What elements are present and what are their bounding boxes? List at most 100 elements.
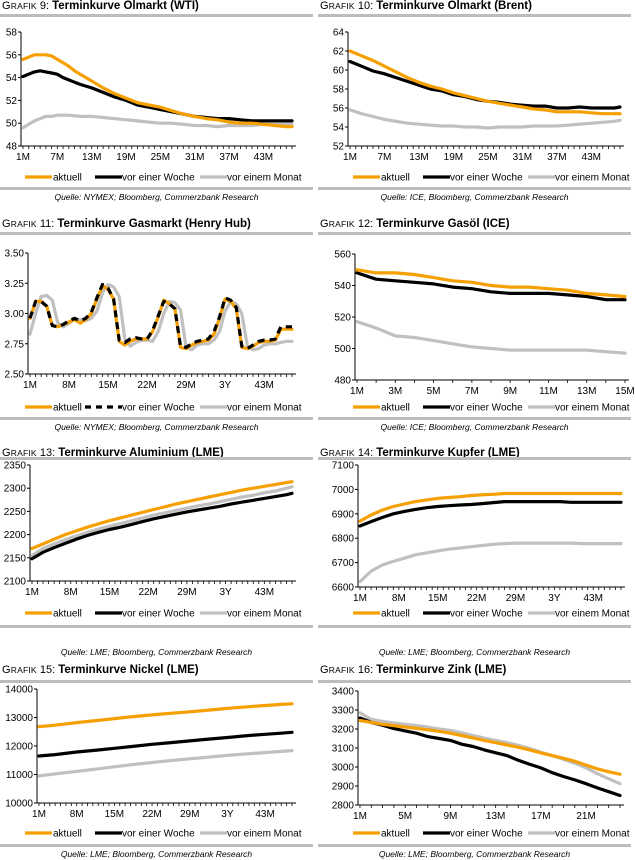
y-tick-label: 2250	[4, 507, 27, 518]
legend-label: vor einem Monat	[555, 173, 630, 184]
chart-number: 11:	[36, 218, 58, 230]
legend-label: aktuell	[381, 829, 410, 840]
x-tick-label: 8M	[70, 809, 84, 820]
legend-label: vor einer Woche	[450, 609, 523, 620]
chart-title: GRAFIK 9: Terminkurve Ölmarkt (WTI)	[2, 0, 199, 12]
x-tick-label: 43M	[254, 152, 273, 163]
series-line-monat	[28, 282, 294, 352]
y-tick-label: 480	[334, 376, 351, 387]
x-tick-label: 15M	[428, 593, 447, 604]
divider	[318, 187, 631, 190]
legend-label: vor einem Monat	[227, 173, 302, 184]
divider	[0, 625, 313, 628]
x-tick-label: 15M	[98, 380, 117, 391]
y-tick-label: 2150	[4, 553, 27, 564]
y-tick-label: 52	[6, 96, 18, 107]
x-tick-label: 31M	[185, 152, 204, 163]
x-tick-label: 11M	[539, 386, 558, 397]
x-tick-label: 3Y	[548, 593, 561, 604]
chart-title-text: Terminkurve Kupfer (LME)	[376, 447, 520, 459]
divider	[0, 232, 313, 235]
divider	[0, 14, 313, 17]
legend-label: aktuell	[53, 173, 82, 184]
legend-label: vor einer Woche	[450, 173, 523, 184]
y-tick-label: 6700	[332, 558, 355, 569]
series-line-monat	[21, 113, 294, 130]
chart-title-prefix: GRAFIK	[320, 0, 355, 12]
x-tick-label: 8M	[392, 593, 406, 604]
legend-label: aktuell	[381, 173, 410, 184]
x-tick-label: 15M	[105, 809, 124, 820]
legend-label: aktuell	[381, 403, 410, 414]
x-tick-label: 22M	[138, 587, 157, 598]
chart-plot: 2800 2900 3000 3100 3200 3300 3400 1M 5M 9M 13M 17M…	[332, 687, 630, 840]
chart-title-text: Terminkurve Nickel (LME)	[58, 664, 199, 676]
divider	[318, 680, 631, 683]
x-tick-label: 25M	[478, 152, 497, 163]
chart-source: Quelle: LME; Bloomberg, Commerzbank Rese…	[60, 849, 253, 859]
chart-title: GRAFIK 13: Terminkurve Aluminium (LME)	[2, 447, 224, 459]
chart-source: Quelle: NYMEX; Bloomberg, Commerzbank Re…	[54, 192, 259, 202]
x-tick-label: 13M	[409, 152, 428, 163]
x-tick-label: 7M	[50, 152, 64, 163]
y-tick-label: 2800	[332, 801, 355, 812]
legend-label: vor einer Woche	[122, 829, 195, 840]
divider	[318, 844, 631, 847]
y-tick-label: 3100	[332, 744, 355, 755]
chart-plot: 2100 2150 2200 2250 2300 2350 1M 8M 15M 22M 29M 3Y 4…	[4, 461, 302, 620]
chart-title: GRAFIK 11: Terminkurve Gasmarkt (Henry H…	[2, 218, 251, 230]
series-line-aktuell	[358, 491, 623, 523]
legend-label: aktuell	[53, 403, 82, 414]
x-tick-label: 37M	[219, 152, 238, 163]
chart-panel-9: GRAFIK 9: Terminkurve Ölmarkt (WTI) Quell…	[0, 0, 313, 210]
x-tick-label: 13M	[82, 152, 101, 163]
chart-title: GRAFIK 10: Terminkurve Ölmarkt (Brent)	[320, 0, 532, 12]
divider	[0, 417, 313, 420]
x-tick-label: 7M	[378, 152, 392, 163]
legend-label: aktuell	[381, 609, 410, 620]
chart-title-prefix: GRAFIK	[2, 0, 37, 12]
x-tick-label: 22M	[467, 593, 486, 604]
chart-panel-14: GRAFIK 14: Terminkurve Kupfer (LME) Quell…	[318, 447, 631, 662]
chart-title: GRAFIK 15: Terminkurve Nickel (LME)	[2, 664, 199, 676]
series-line-woche	[358, 499, 623, 528]
y-tick-label: 54	[333, 123, 345, 134]
y-tick-label: 48	[6, 142, 18, 153]
x-tick-label: 9M	[503, 386, 517, 397]
legend-label: aktuell	[53, 609, 82, 620]
divider	[318, 625, 631, 628]
chart-number: 10:	[354, 0, 377, 12]
chart-title-text: Terminkurve Gasöl (ICE)	[376, 218, 510, 230]
y-tick-label: 2200	[4, 530, 27, 541]
chart-title-prefix: GRAFIK	[2, 664, 37, 676]
chart-number: 16:	[354, 664, 377, 676]
y-tick-label: 2350	[4, 461, 27, 472]
divider	[0, 844, 313, 847]
chart-title-prefix: GRAFIK	[2, 447, 37, 459]
y-tick-label: 3400	[332, 687, 355, 698]
series-line-monat	[358, 711, 622, 786]
x-tick-label: 1M	[343, 152, 357, 163]
series-line-aktuell	[30, 480, 294, 551]
legend-label: vor einem Monat	[227, 403, 302, 414]
series-line-woche	[28, 282, 292, 351]
x-tick-label: 8M	[64, 587, 78, 598]
x-tick-label: 43M	[584, 593, 603, 604]
chart-plot: 6600 6700 6800 6900 7000 7100 1M 8M 15M 22M 29M 3Y 4…	[332, 461, 630, 620]
legend-label: vor einem Monat	[555, 403, 630, 414]
x-tick-label: 1M	[25, 587, 39, 598]
series-line-aktuell	[348, 49, 622, 116]
series-line-monat	[37, 748, 294, 778]
chart-title-prefix: GRAFIK	[320, 218, 355, 230]
divider	[318, 14, 631, 17]
chart-title-text: Terminkurve Gasmarkt (Henry Hub)	[57, 218, 251, 230]
chart-panel-10: GRAFIK 10: Terminkurve Ölmarkt (Brent) Qu…	[318, 0, 631, 210]
x-tick-label: 43M	[254, 380, 273, 391]
chart-title-prefix: GRAFIK	[320, 664, 355, 676]
y-tick-label: 6600	[332, 583, 355, 594]
x-tick-label: 29M	[176, 380, 195, 391]
legend-label: vor einem Monat	[227, 829, 302, 840]
series-line-monat	[30, 485, 294, 558]
chart-title-text: Terminkurve Ölmarkt (WTI)	[52, 0, 199, 12]
series-line-woche	[358, 716, 622, 798]
